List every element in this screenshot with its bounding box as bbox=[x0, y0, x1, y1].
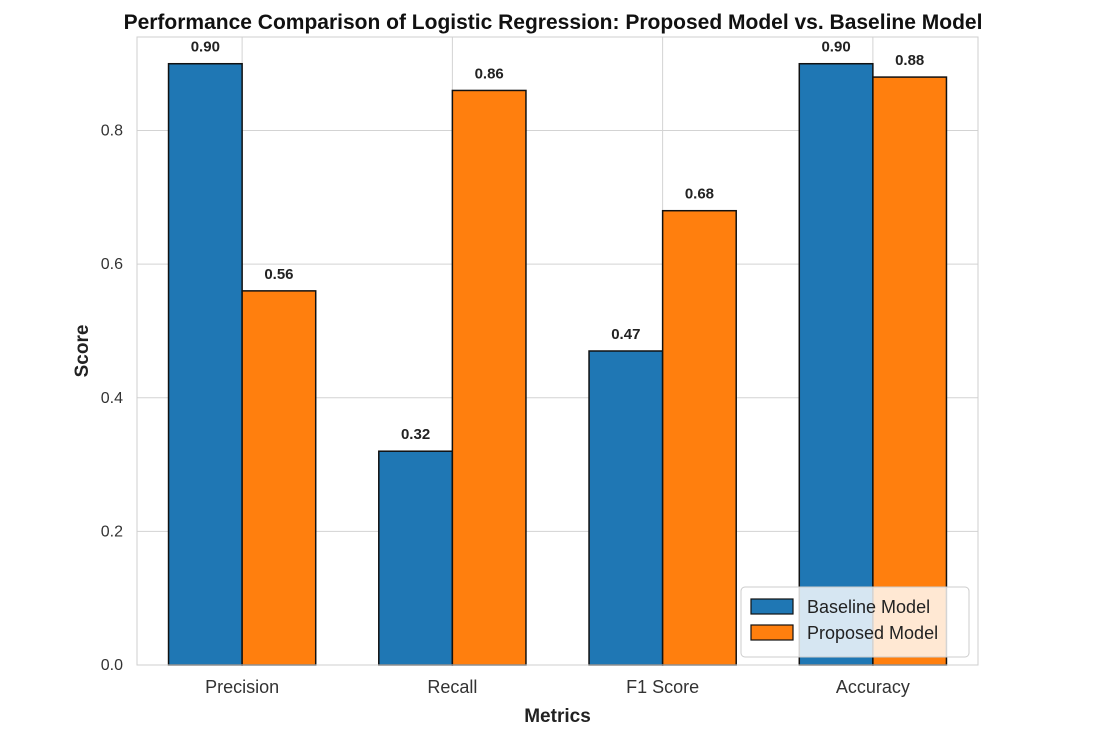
y-tick-label: 0.8 bbox=[101, 123, 123, 140]
bar-value-labels: 0.90 0.32 0.47 0.90 0.56 0.86 0.68 0.88 bbox=[191, 39, 925, 443]
legend-label: Baseline Model bbox=[807, 597, 930, 617]
bar-value-label: 0.68 bbox=[685, 186, 714, 203]
bar-value-label: 0.90 bbox=[191, 39, 220, 56]
bar-value-label: 0.56 bbox=[264, 266, 293, 283]
bar-baseline-model bbox=[167, 62, 243, 666]
x-tick-label: Precision bbox=[205, 677, 279, 697]
y-axis-label: Score bbox=[72, 325, 93, 378]
x-tick-label: Recall bbox=[427, 677, 477, 697]
y-tick-label: 0.4 bbox=[101, 390, 123, 407]
plot-frame bbox=[136, 36, 979, 666]
bar-value-label: 0.32 bbox=[401, 426, 430, 443]
legend-box bbox=[740, 586, 970, 658]
bar-baseline-model bbox=[378, 450, 454, 666]
bar-value-label: 0.90 bbox=[821, 39, 850, 56]
x-tick-label: F1 Score bbox=[626, 677, 699, 697]
x-axis-ticks: Precision Recall F1 Score Accuracy bbox=[205, 677, 910, 697]
chart-title: Performance Comparison of Logistic Regre… bbox=[124, 11, 983, 34]
x-tick-label: Accuracy bbox=[836, 677, 910, 697]
bar-value-label: 0.88 bbox=[895, 52, 924, 69]
legend-swatch bbox=[750, 598, 794, 615]
bar-proposed-model bbox=[872, 76, 948, 666]
bar-proposed-model bbox=[241, 290, 317, 666]
y-axis-ticks: 0.0 0.2 0.4 0.6 0.8 bbox=[101, 123, 123, 674]
bar-proposed-model bbox=[661, 209, 737, 666]
bar-value-label: 0.47 bbox=[611, 326, 640, 343]
legend-label: Proposed Model bbox=[807, 623, 938, 643]
y-tick-label: 0.6 bbox=[101, 256, 123, 273]
bars bbox=[167, 62, 948, 666]
bar-baseline-model bbox=[588, 350, 664, 666]
legend-swatch bbox=[750, 624, 794, 641]
x-axis-label: Metrics bbox=[524, 706, 591, 727]
bar-value-label: 0.86 bbox=[475, 65, 504, 82]
legend: Baseline Model Proposed Model bbox=[740, 586, 970, 658]
bar-baseline-model bbox=[798, 62, 874, 666]
y-tick-label: 0.0 bbox=[101, 657, 123, 674]
y-tick-label: 0.2 bbox=[101, 523, 123, 540]
bar-proposed-model bbox=[451, 89, 527, 666]
